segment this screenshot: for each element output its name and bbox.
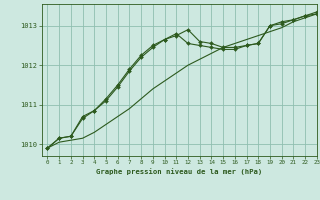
X-axis label: Graphe pression niveau de la mer (hPa): Graphe pression niveau de la mer (hPa) [96, 168, 262, 175]
